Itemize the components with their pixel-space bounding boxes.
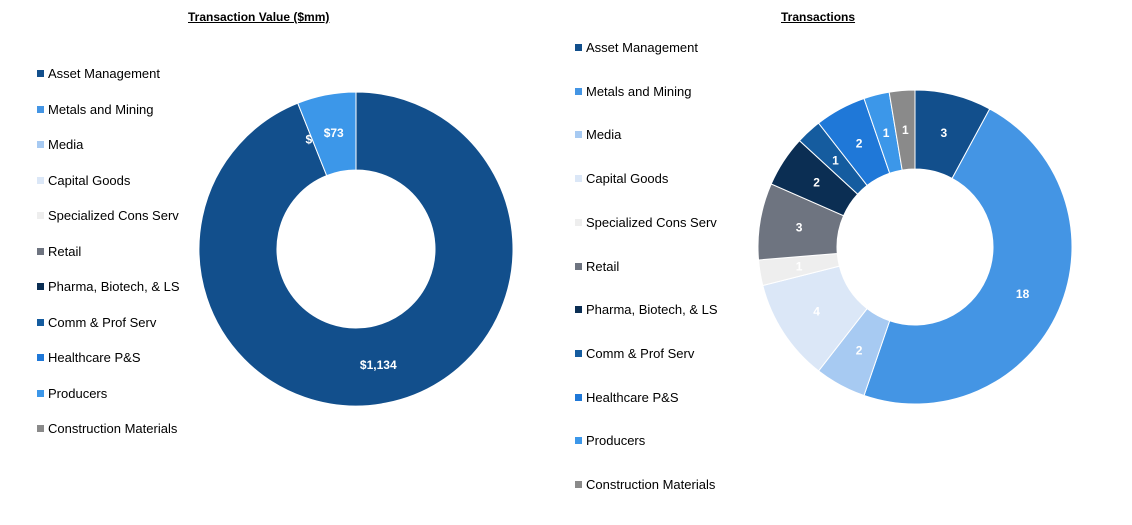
legend-swatch <box>575 131 582 139</box>
data-label-healthcare-p-s: 2 <box>856 137 863 151</box>
legend-swatch <box>37 354 44 361</box>
data-label-media: 2 <box>856 343 863 357</box>
legend-item-retail: Retail <box>37 244 81 259</box>
legend-item-media: Media <box>37 137 83 152</box>
legend-label: Comm & Prof Serv <box>586 345 695 361</box>
legend-item-retail: Retail <box>575 259 619 274</box>
legend-label: Comm & Prof Serv <box>48 314 157 330</box>
legend-swatch <box>37 141 44 148</box>
legend-swatch <box>37 212 44 219</box>
legend-label: Producers <box>586 433 646 449</box>
data-label-construction-materials: 1 <box>902 123 909 137</box>
legend-item-healthcare-p-s: Healthcare P&S <box>575 390 679 405</box>
legend-swatch <box>37 105 44 113</box>
legend-swatch <box>37 283 44 290</box>
legend-item-asset-management: Asset Management <box>575 40 698 55</box>
legend-label: Pharma, Biotech, & LS <box>586 302 718 318</box>
legend-item-specialized-cons-serv: Specialized Cons Serv <box>575 215 717 230</box>
legend-label: Asset Management <box>586 40 699 55</box>
legend-label: Construction Materials <box>586 477 716 492</box>
legend-item-comm-prof-serv: Comm & Prof Serv <box>37 315 156 330</box>
legend-swatch <box>575 218 582 226</box>
legend-label: Capital Goods <box>586 171 669 187</box>
legend-swatch <box>575 175 582 183</box>
legend-item-pharma-biotech-ls: Pharma, Biotech, & LS <box>575 302 718 317</box>
legend-label: Media <box>586 127 622 143</box>
legend-item-pharma-biotech-ls: Pharma, Biotech, & LS <box>37 279 180 294</box>
legend-swatch <box>575 481 582 488</box>
chart-title-transactions: Transactions <box>781 10 856 24</box>
data-label-pharma-biotech-ls: 2 <box>813 176 820 190</box>
legend-label: Retail <box>586 258 620 274</box>
donut-segment-producers <box>297 91 357 177</box>
legend-label: Healthcare P&S <box>586 389 679 405</box>
legend-item-metals-and-mining: Metals and Mining <box>575 84 692 99</box>
legend-label: Retail <box>48 243 82 259</box>
legend-item-healthcare-p-s: Healthcare P&S <box>37 350 141 365</box>
legend-swatch <box>575 393 582 401</box>
legend-label: Capital Goods <box>48 172 131 188</box>
legend-label: Healthcare P&S <box>48 350 141 365</box>
donut-segment-metals-and-mining <box>863 108 1073 405</box>
legend-swatch <box>575 44 582 51</box>
legend-label: Specialized Cons Serv <box>48 208 179 223</box>
legend-item-asset-management: Asset Management <box>37 66 160 81</box>
legend-label: Specialized Cons Serv <box>586 214 717 230</box>
legend-label: Media <box>48 137 84 152</box>
legend-label: Metals and Mining <box>586 83 692 99</box>
data-label-asset-management: 3 <box>941 126 948 140</box>
legend-item-construction-materials: Construction Materials <box>575 477 715 492</box>
data-label-asset-management: $1,134 <box>360 358 397 372</box>
data-label-producers: 1 <box>883 126 890 140</box>
legend-swatch <box>575 87 582 95</box>
legend-swatch <box>575 349 582 357</box>
legend-swatch <box>37 70 44 77</box>
legend-swatch <box>37 176 44 184</box>
data-label-comm-prof-serv: 1 <box>832 154 839 168</box>
data-label-metals-and-mining: 18 <box>1016 287 1030 301</box>
legend-item-metals-and-mining: Metals and Mining <box>37 102 154 117</box>
legend-item-producers: Producers <box>37 386 107 401</box>
legend-label: Asset Management <box>48 66 161 81</box>
data-label-producers: $73 <box>324 126 344 140</box>
legend-label: Pharma, Biotech, & LS <box>48 279 180 294</box>
legend-item-capital-goods: Capital Goods <box>575 171 668 186</box>
legend-item-construction-materials: Construction Materials <box>37 421 177 436</box>
legend-swatch <box>575 437 582 445</box>
donut-segment-asset-management <box>198 91 514 407</box>
legend-item-capital-goods: Capital Goods <box>37 173 130 188</box>
legend-swatch <box>37 318 44 326</box>
data-label-retail: 3 <box>796 221 803 235</box>
legend-swatch <box>37 425 44 432</box>
legend-item-producers: Producers <box>575 433 645 448</box>
data-label-specialized-cons-serv: 1 <box>796 259 803 273</box>
legend-item-specialized-cons-serv: Specialized Cons Serv <box>37 208 179 223</box>
data-label-capital-goods: 4 <box>813 304 820 318</box>
chart-title-transaction-value: Transaction Value ($mm) <box>188 10 330 24</box>
legend-swatch <box>575 306 582 314</box>
legend-label: Producers <box>48 385 108 401</box>
legend-item-comm-prof-serv: Comm & Prof Serv <box>575 346 694 361</box>
legend-item-media: Media <box>575 127 621 142</box>
legend-label: Metals and Mining <box>48 101 154 117</box>
legend-swatch <box>37 389 44 397</box>
legend-swatch <box>575 262 582 270</box>
legend-label: Construction Materials <box>48 421 178 436</box>
donut-segment-construction-materials <box>888 89 916 171</box>
legend-swatch <box>37 247 44 255</box>
